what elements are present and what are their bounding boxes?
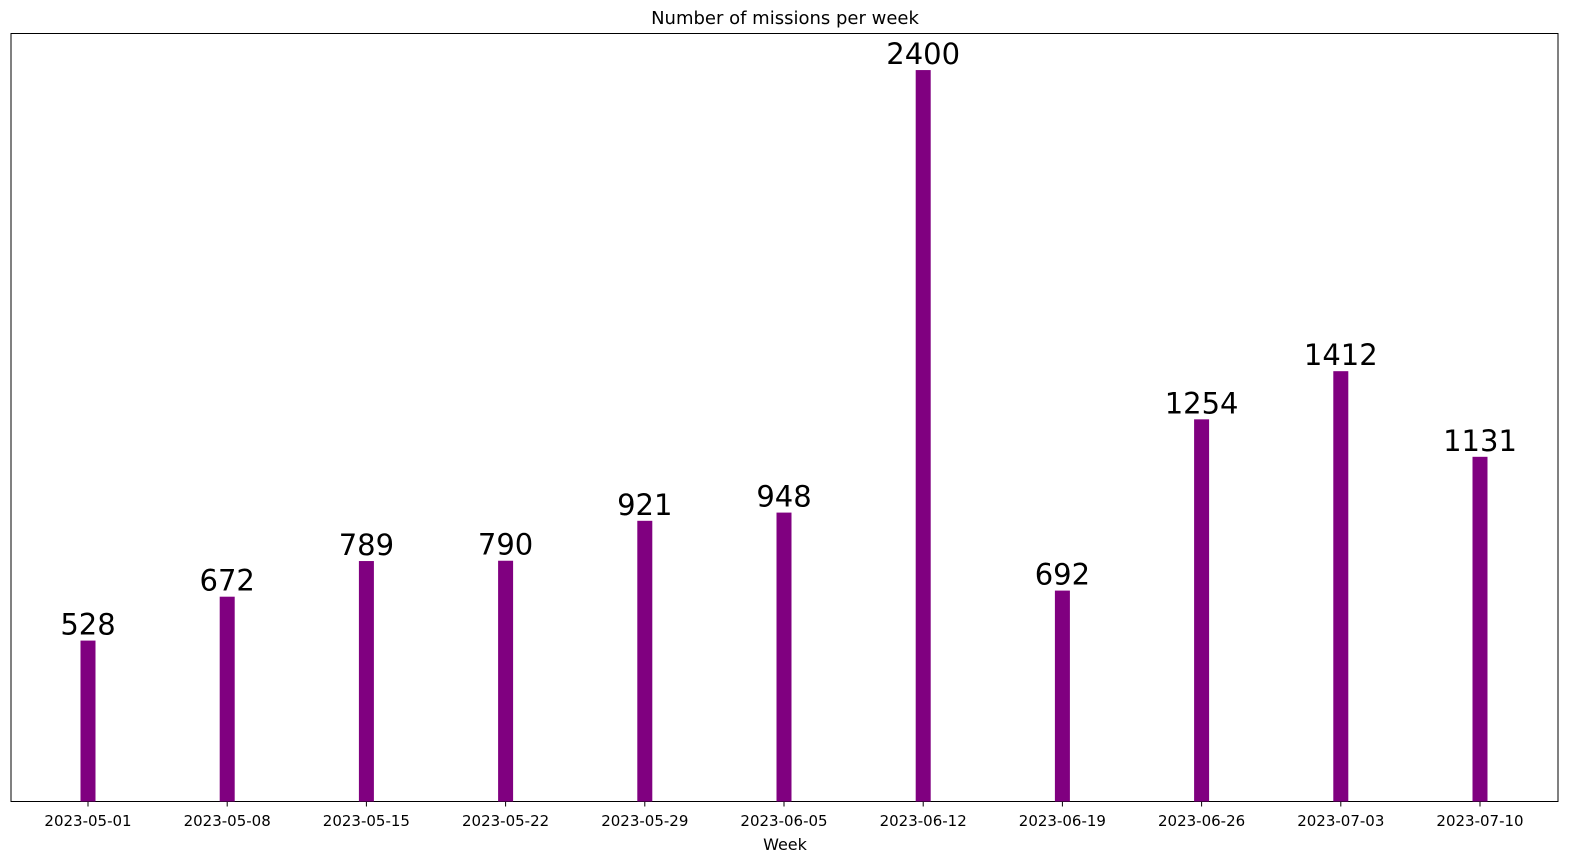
x-tick-label-2023-05-22: 2023-05-22 [462,812,549,830]
data-labels-layer: 528 672 789 790 921 948 2400 692 1254 1412 1131 [60,37,1517,642]
x-tick-label-2023-05-15: 2023-05-15 [323,812,410,830]
x-tick-label-2023-07-03: 2023-07-03 [1297,812,1384,830]
x-tick-label-2023-06-19: 2023-06-19 [1019,812,1106,830]
bar-2023-05-08 [219,596,235,802]
bar-2023-06-12 [915,70,931,802]
data-label-2023-05-01: 528 [60,608,115,642]
data-label-2023-05-15: 789 [339,528,394,562]
data-label-2023-06-12: 2400 [886,37,960,71]
chart-title: Number of missions per week [651,8,919,29]
x-tick-label-2023-06-12: 2023-06-12 [880,812,967,830]
data-label-2023-06-26: 1254 [1165,386,1239,420]
x-tick-label-2023-05-29: 2023-05-29 [601,812,688,830]
bar-2023-05-01 [80,640,96,802]
x-tick-label-2023-07-10: 2023-07-10 [1436,812,1523,830]
bar-2023-06-26 [1194,419,1210,802]
data-label-2023-05-22: 790 [478,528,533,562]
x-tick-label-2023-05-08: 2023-05-08 [184,812,271,830]
data-label-2023-06-19: 692 [1035,558,1090,592]
bar-2023-06-05 [776,512,792,802]
bar-2023-05-22 [498,560,514,802]
data-label-2023-05-29: 921 [617,488,672,522]
bar-2023-05-29 [637,520,653,802]
x-axis-label: Week [763,835,808,854]
x-axis-ticks: 2023-05-01 2023-05-08 2023-05-15 2023-05-22… [44,801,1524,830]
data-label-2023-05-08: 672 [200,564,255,598]
bar-2023-05-15 [358,561,374,802]
bar-2023-07-03 [1333,371,1349,802]
data-label-2023-07-10: 1131 [1443,424,1517,458]
x-tick-label-2023-06-05: 2023-06-05 [740,812,827,830]
bar-2023-07-10 [1472,456,1488,802]
data-label-2023-07-03: 1412 [1304,338,1378,372]
x-tick-label-2023-06-26: 2023-06-26 [1158,812,1245,830]
bar-2023-06-19 [1054,590,1070,802]
data-label-2023-06-05: 948 [756,480,811,514]
bars-layer [80,70,1488,802]
x-tick-label-2023-05-01: 2023-05-01 [44,812,131,830]
